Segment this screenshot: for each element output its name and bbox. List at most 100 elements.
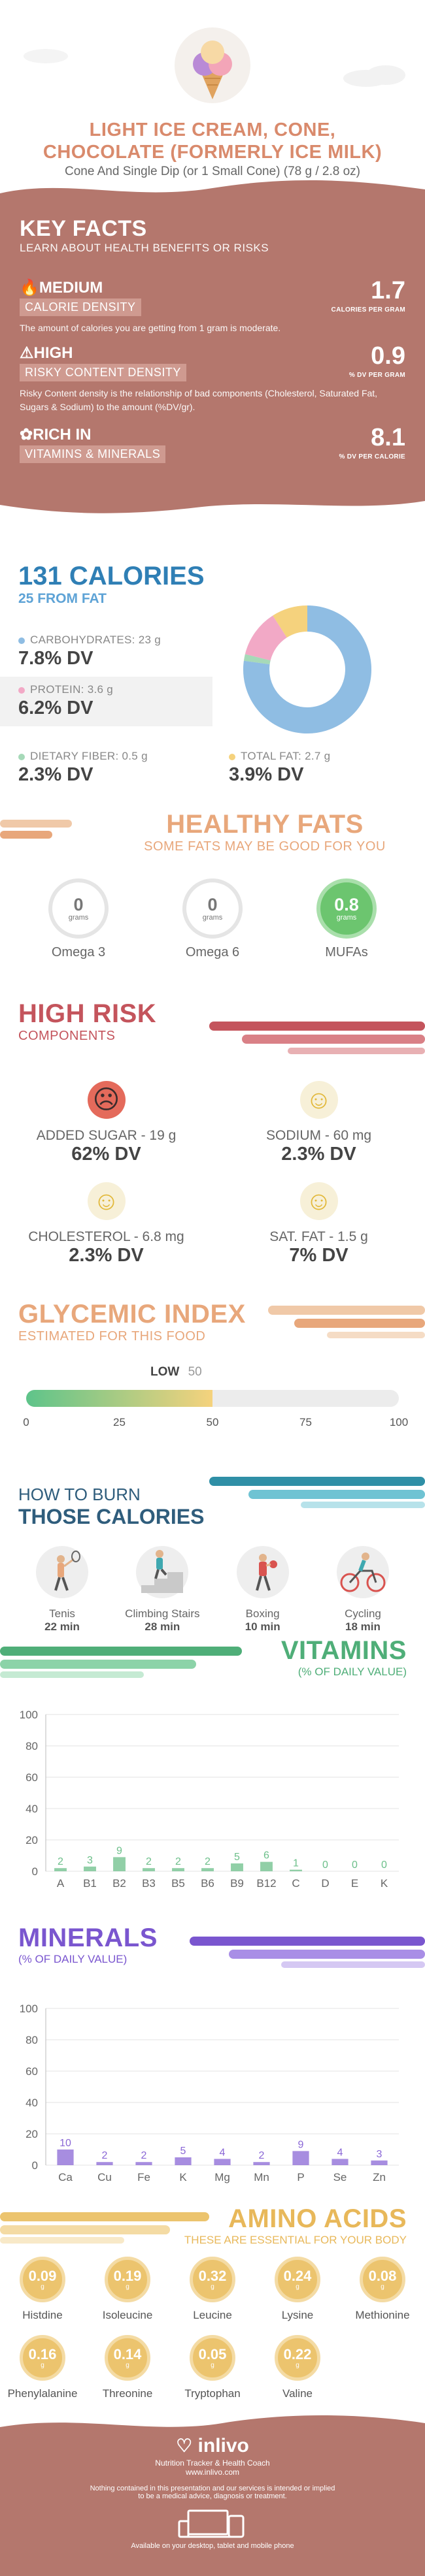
vitamin-category: A [57,1877,65,1890]
macro-dv: 2.3% DV [18,764,94,785]
vitamin-bar [231,1863,243,1871]
cycling-icon [336,1546,389,1598]
fact-risky-density: ⚠HIGH RISKY CONTENT DENSITY 0.9 % DV PER … [20,344,405,414]
mineral-bar-value: 9 [298,2139,304,2150]
heart-icon: ♡ [176,2436,193,2456]
risk-label: SODIUM - 60 mg [265,1128,372,1143]
vitamin-bar [201,1868,214,1871]
vitamins-subtitle: (% OF DAILY VALUE) [298,1666,407,1678]
mineral-bar-value: 3 [377,2149,382,2160]
amino-title: AMINO ACIDS [228,2204,407,2233]
minerals-subtitle: (% OF DAILY VALUE) [18,1953,128,1965]
mineral-ytick: 0 [32,2159,38,2172]
fat-omega6: 0 grams Omega 6 [160,878,265,960]
glycemic-section: GLYCEMIC INDEX ESTIMATED FOR THIS FOOD L… [0,1300,425,1443]
protein-highlight [0,677,212,726]
healthy-fats-section: HEALTHY FATS SOME FATS MAY BE GOOD FOR Y… [0,810,425,973]
vitamin-category: D [321,1877,329,1890]
key-facts-bottom-wave [0,493,425,513]
burn-item-boxing: Boxing 10 min [214,1545,312,1634]
macro-dv: 3.9% DV [229,764,304,785]
fact-value: 1.7 [371,277,405,304]
amino-value: 0.14 [113,2345,142,2362]
mineral-bar-value: 10 [60,2138,71,2149]
vitamin-bar [143,1868,155,1871]
amino-name: Lysine [281,2309,314,2321]
fact-unit: CALORIES PER GRAM [331,306,405,314]
mineral-ytick: 80 [26,2034,38,2046]
fact-level: HIGH [33,344,73,362]
vitamin-ytick: 0 [32,1865,38,1878]
mineral-bar-value: 2 [259,2150,265,2161]
amino-value: 0.05 [198,2345,227,2362]
vitamin-bar-value: 0 [352,1860,358,1871]
fact-level: RICH IN [33,426,92,443]
mineral-category: Mg [214,2171,230,2183]
sad-face-icon: ☹ [87,1081,126,1119]
burn-minutes: 18 min [345,1620,381,1633]
vitamin-bar-value: 2 [175,1856,181,1867]
key-facts-section: KEY FACTS LEARN ABOUT HEALTH BENEFITS OR… [0,200,425,494]
key-facts-title: KEY FACTS [20,216,147,241]
amino-unit: g [41,2283,44,2291]
amino-circle: 0.14 g [105,2335,150,2381]
amino-unit: g [296,2361,299,2369]
amino-value: 0.24 [283,2267,312,2284]
burn-minutes: 22 min [44,1620,80,1633]
vitamin-bar-value: 9 [116,1845,122,1856]
amino-item: 0.19 g Isoleucine [85,2257,170,2322]
brand-name: inlivo [197,2435,249,2456]
amino-item: 0.16 g Phenylalanine [0,2335,85,2400]
vitamin-bar-value: 1 [293,1858,299,1869]
vitamin-category: C [292,1877,299,1890]
fat-color-dot [229,753,235,760]
macro-dv: 6.2% DV [18,698,94,718]
mineral-category: P [297,2171,304,2183]
fat-unit: grams [68,914,89,922]
vitamin-bar-value: 0 [381,1860,387,1871]
footer-url[interactable]: www.inlivo.com [185,2468,240,2477]
vitamin-category: B2 [112,1877,126,1890]
vitamin-ytick: 80 [26,1740,38,1752]
footer-disclaimer: Nothing contained in this presentation a… [90,2485,335,2492]
amino-unit: g [296,2283,299,2291]
mineral-category: Fe [137,2171,150,2183]
amino-item: 0.14 g Threonine [85,2335,170,2400]
amino-unit: g [211,2283,214,2291]
fiber-color-dot [18,753,25,760]
fact-value: 0.9 [371,342,405,370]
burn-minutes: 10 min [245,1620,280,1633]
glycemic-tick: 100 [389,1416,409,1428]
macro-label: PROTEIN: 3.6 g [30,683,114,696]
vitamin-bar-value: 2 [58,1856,63,1867]
fat-omega3: 0 grams Omega 3 [26,878,131,960]
calories-title: 131 CALORIES [18,562,205,590]
amino-subtitle: THESE ARE ESSENTIAL FOR YOUR BODY [184,2234,407,2246]
risk-sodium: ☺ SODIUM - 60 mg 2.3% DV [212,1081,425,1165]
fat-unit: grams [202,914,223,922]
fat-value: 0 [73,895,84,914]
risk-right-bars [209,1022,425,1054]
vitamin-category: E [351,1877,358,1890]
mineral-category: Cu [97,2171,112,2183]
fact-description: Risky Content density is the relationshi… [20,388,378,412]
burn-right-bars [209,1477,425,1508]
mineral-bar [96,2162,113,2165]
amino-circle: 0.24 g [275,2257,320,2302]
amino-unit: g [381,2283,384,2291]
vitamin-bar-value: 0 [322,1860,328,1871]
mineral-bar [371,2160,388,2165]
mineral-bar-value: 4 [337,2147,343,2158]
amino-name: Phenylalanine [7,2387,78,2400]
macro-fat: TOTAL FAT: 2.7 g 3.9% DV [229,750,330,786]
minerals-section: MINERALS (% OF DAILY VALUE) 0 20 40 60 80 100… [0,1924,425,2198]
risk-dv: 62% DV [71,1144,141,1165]
mineral-bar [57,2149,74,2165]
amino-circle: 0.16 g [20,2335,65,2381]
footer-devices: Available on your desktop, tablet and mo… [131,2542,294,2550]
glycemic-value-label: LOW 50 [150,1365,202,1379]
fact-description: The amount of calories you are getting f… [20,323,281,333]
high-risk-section: HIGH RISK COMPONENTS ☹ ADDED SUGAR - 19 … [0,999,425,1274]
vitamin-category: B9 [230,1877,244,1890]
amino-name: Valine [282,2387,313,2400]
